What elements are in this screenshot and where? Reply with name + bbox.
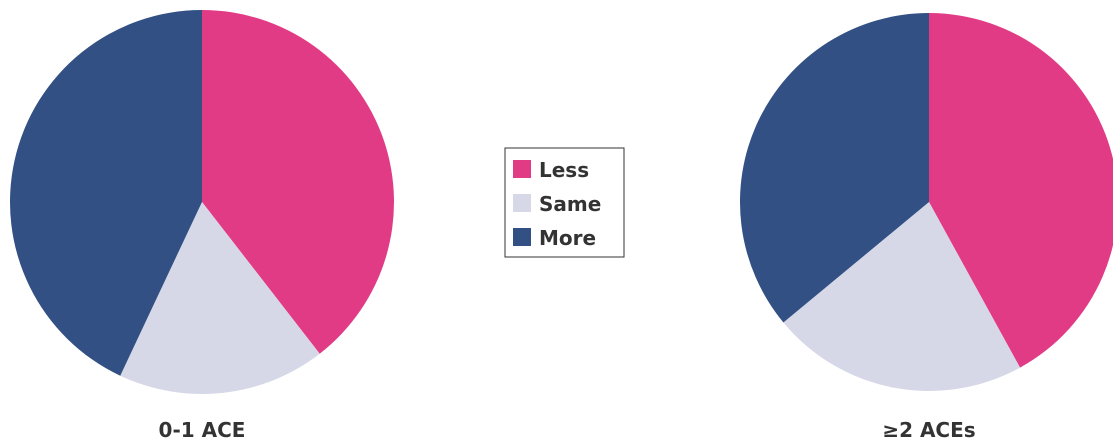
legend-item-more: More [513,226,596,250]
legend-swatch-less [513,160,531,178]
legend-label-less: Less [539,158,589,182]
pie-slice-less [929,13,1113,368]
pie-slice-same [783,202,1021,391]
legend-label-more: More [539,226,596,250]
pie-title-0-1-ace: 0-1 ACE [159,418,246,442]
legend-swatch-same [513,194,531,212]
pie-chart-2-aces [740,12,1113,391]
pie-slice-more [740,12,929,323]
pie-slice-less [202,10,394,354]
pie-slice-same [120,202,320,394]
legend-item-less: Less [513,158,589,182]
legend-swatch-more [513,228,531,246]
pie-slice-more [10,10,202,376]
legend-label-same: Same [539,192,601,216]
legend: Less Same More [504,147,625,258]
pie-chart-0-1-ace [10,10,394,394]
legend-item-same: Same [513,192,601,216]
pie-title-2-aces: ≥2 ACEs [882,418,975,442]
